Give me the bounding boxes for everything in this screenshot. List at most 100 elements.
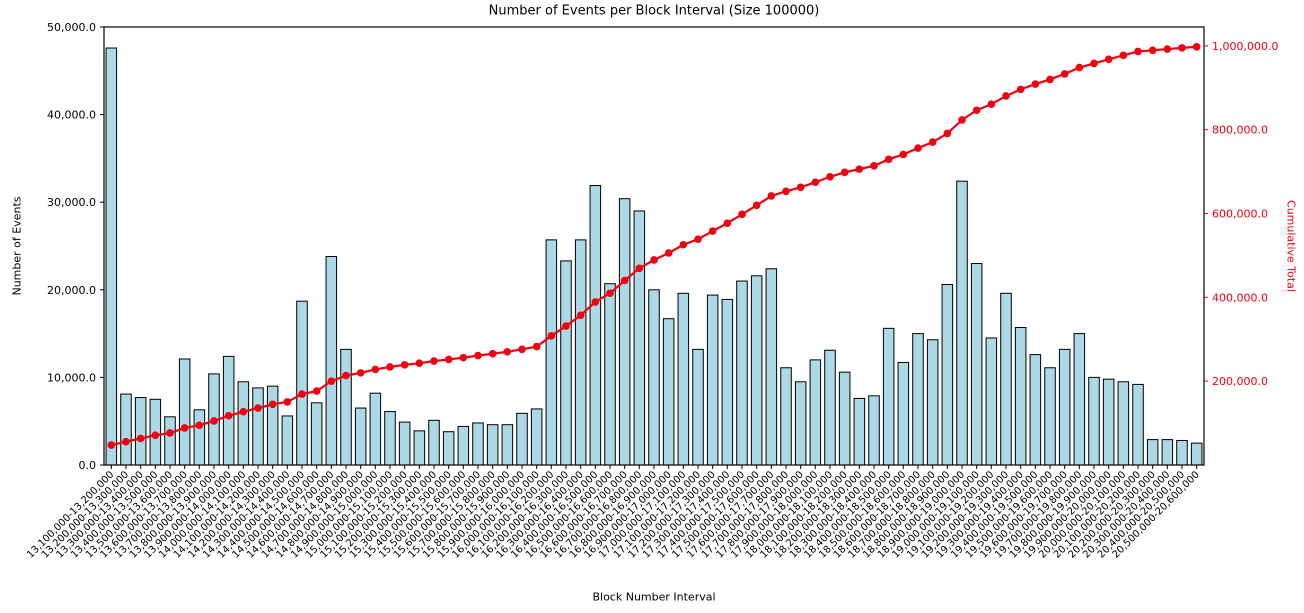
line-point [914,144,922,152]
line-point [562,322,570,330]
bar [589,185,602,466]
bar [1161,439,1174,466]
y2-tick-label: 400,000.0 [1212,291,1268,304]
bar [926,339,939,466]
line-point [503,347,512,356]
line-point [532,342,541,351]
bar [369,392,382,466]
bar [970,263,983,466]
bar [1190,442,1203,466]
bar [648,289,660,466]
line-point [122,437,130,446]
bar [985,337,998,466]
line-point [488,349,497,358]
line-point [708,227,717,235]
line-point [840,168,849,177]
line-point [415,359,424,367]
bar [193,409,206,466]
line-point [298,390,306,398]
bar [824,349,836,466]
bar [354,407,367,466]
bar [765,268,778,466]
line-point [547,332,556,340]
bar [838,371,851,466]
line-point [620,276,629,285]
chart-title: Number of Events per Block Interval (Siz… [488,3,820,19]
line-point [151,431,160,440]
line-point [679,240,688,249]
line-point [371,365,380,374]
bar [677,292,690,466]
line-point [107,441,116,449]
bar [501,424,514,466]
line-point [870,162,878,170]
line-point [1031,80,1040,88]
bar [662,318,675,466]
bar [222,355,235,466]
bar [897,362,910,466]
bar [794,381,807,466]
line-point [972,106,981,115]
bar [237,381,250,466]
bar [1102,378,1115,466]
line-point [224,411,233,420]
bar [1058,348,1071,466]
bar [457,425,470,466]
bar [882,327,895,466]
bar [164,416,176,466]
line-point [166,429,174,437]
line-point [694,235,702,244]
line-point [180,424,189,432]
bar [310,402,323,466]
line-point [268,400,277,409]
line-point [899,150,908,159]
line-point [1148,46,1157,55]
bar [134,397,147,466]
y2-tick-label: 200,000.0 [1212,375,1268,388]
bar [1073,333,1086,466]
y-tick-label: 40,000.0 [47,109,96,122]
bar [560,260,572,466]
line-point [1119,51,1128,60]
bar [1117,381,1130,466]
line-point [1192,43,1201,51]
line-point [327,377,336,385]
line-point [400,361,409,369]
bar [706,294,719,466]
bar [428,419,440,466]
line-point [518,345,526,354]
bar [956,180,968,466]
bar [941,284,954,466]
line-point [1002,92,1010,100]
bar [398,421,411,466]
bar [1146,439,1159,466]
line-point [811,178,820,187]
bar [281,415,294,466]
bar [325,256,338,466]
bar [486,424,499,466]
line-point [752,201,761,210]
line-point [723,219,732,227]
line-point [1134,47,1142,56]
bar [1132,383,1144,466]
bar [1176,439,1188,466]
line-point [1060,70,1069,78]
y-tick-label: 20,000.0 [47,284,96,297]
line-point [767,192,776,200]
line-point [1104,55,1113,64]
bar [618,198,631,466]
line-point [444,355,453,364]
line-point [650,256,658,264]
bar [442,431,455,466]
line-point [283,398,292,406]
line-point [576,311,585,320]
bar [1044,367,1056,466]
line-point [386,363,394,371]
bar [692,348,704,466]
line-point [1046,75,1054,84]
bar [266,385,279,466]
y-tick-label: 50,000.0 [47,21,96,34]
bar [574,239,587,466]
bar [1000,292,1012,466]
